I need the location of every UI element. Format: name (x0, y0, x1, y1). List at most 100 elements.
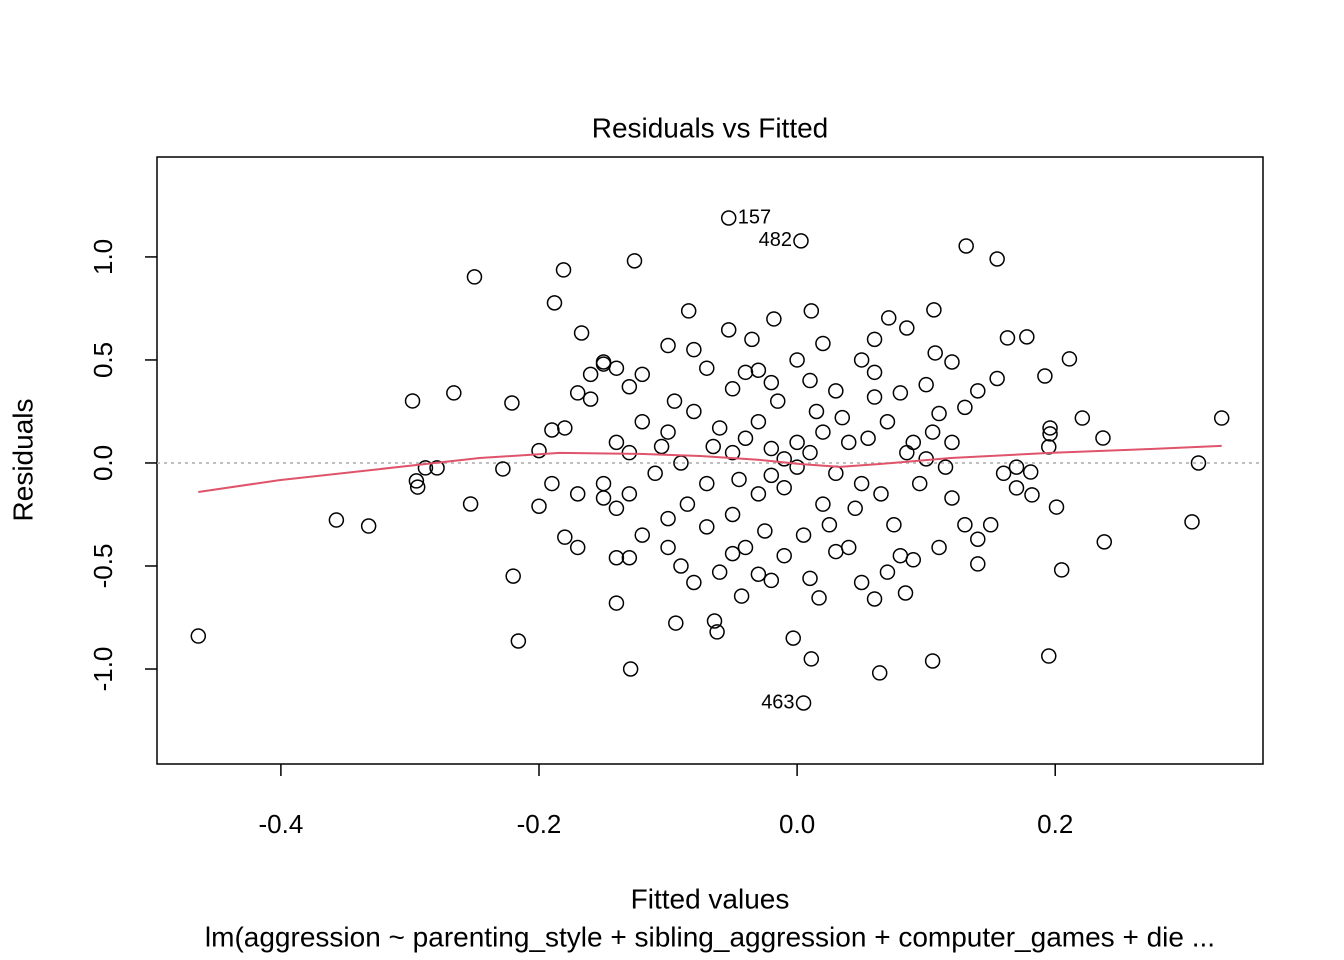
point (811, 590, 827, 606)
point (815, 335, 831, 352)
point (531, 498, 547, 514)
point (995, 465, 1012, 482)
point (1042, 426, 1058, 442)
point (840, 539, 857, 556)
point (505, 568, 521, 584)
point (711, 564, 728, 580)
point (660, 337, 676, 354)
point (944, 434, 960, 451)
point (409, 479, 426, 495)
point (1008, 459, 1025, 475)
y-axis-label: Residuals (7, 399, 38, 522)
point (828, 383, 844, 399)
point (510, 633, 527, 649)
x-tick-label: 0.0 (779, 809, 815, 839)
point-label: 463 (761, 691, 794, 713)
x-tick-label: -0.4 (258, 809, 303, 839)
point (924, 424, 941, 440)
point (847, 500, 863, 517)
point (871, 665, 888, 681)
point (495, 461, 511, 477)
point (989, 370, 1005, 387)
point (404, 393, 421, 409)
point (1048, 499, 1065, 515)
point (1184, 514, 1200, 530)
point (918, 376, 934, 393)
point (608, 434, 625, 451)
point (750, 414, 767, 430)
point (621, 444, 638, 461)
point (886, 517, 902, 533)
point (504, 395, 520, 411)
point (660, 539, 676, 556)
point (595, 475, 612, 492)
point (686, 403, 702, 420)
point-label: 157 (738, 206, 771, 228)
point (802, 570, 818, 587)
plot-frame (156, 156, 1264, 765)
point (660, 510, 676, 527)
point (634, 366, 650, 383)
point (899, 320, 915, 336)
point (892, 547, 909, 564)
point (699, 475, 715, 492)
point (789, 434, 805, 451)
point (879, 414, 896, 430)
point (999, 330, 1016, 346)
point (1190, 455, 1207, 471)
point (834, 409, 851, 426)
point (815, 424, 831, 440)
point (544, 422, 560, 438)
y-tick-label: 1.0 (88, 239, 118, 275)
subtitle: lm(aggression ~ parenting_style + siblin… (205, 921, 1215, 952)
point (757, 523, 773, 539)
point (647, 465, 663, 482)
point (595, 490, 612, 506)
point (931, 539, 947, 556)
point (466, 269, 483, 285)
point (793, 233, 809, 249)
point (720, 322, 737, 338)
point (544, 475, 560, 492)
point (944, 354, 960, 370)
point (879, 564, 896, 580)
point (828, 543, 844, 560)
point (608, 500, 625, 517)
point (1095, 430, 1111, 446)
point (853, 475, 870, 492)
point (892, 385, 909, 401)
y-tick-label: -0.5 (88, 544, 118, 589)
point (531, 442, 547, 459)
point (621, 486, 638, 502)
point (1022, 464, 1039, 480)
point (937, 459, 954, 475)
point (686, 574, 702, 591)
point (957, 399, 973, 416)
point (770, 393, 786, 409)
point (828, 465, 844, 482)
point (982, 517, 999, 533)
y-tick-label: 0.5 (88, 342, 118, 378)
point (720, 210, 737, 226)
smooth-line (198, 444, 1222, 494)
point (924, 653, 941, 669)
point (750, 566, 767, 582)
point (789, 459, 805, 475)
point (763, 440, 780, 457)
point (785, 630, 801, 646)
point (417, 460, 434, 476)
point (653, 438, 670, 455)
point (873, 486, 889, 502)
point (766, 311, 782, 327)
point (546, 295, 563, 311)
point (731, 471, 747, 488)
point (724, 506, 741, 523)
point (989, 251, 1005, 267)
point (190, 628, 207, 644)
point (1037, 368, 1053, 384)
point (880, 310, 897, 326)
point (776, 451, 792, 467)
point (866, 364, 883, 381)
point (957, 517, 973, 533)
point (802, 444, 818, 461)
